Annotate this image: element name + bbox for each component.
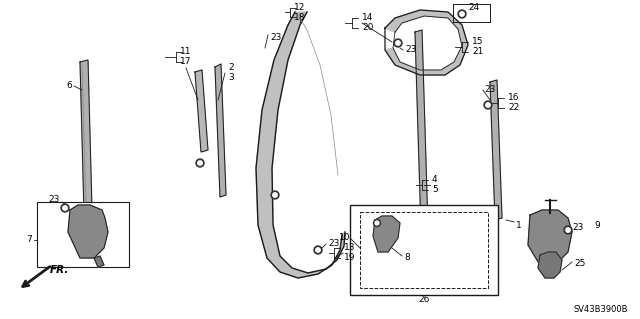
Bar (37, 202, 129, 267)
Polygon shape (195, 70, 208, 152)
Text: 15: 15 (472, 38, 483, 47)
Circle shape (198, 161, 202, 165)
Circle shape (564, 226, 572, 234)
Text: 6: 6 (67, 81, 72, 91)
Circle shape (196, 159, 204, 167)
Text: FR.: FR. (50, 265, 69, 275)
Text: 8: 8 (404, 254, 410, 263)
Polygon shape (385, 10, 468, 75)
Text: 23: 23 (48, 196, 60, 204)
Text: 20: 20 (362, 24, 373, 33)
Text: 23: 23 (572, 224, 584, 233)
Text: 2: 2 (228, 63, 234, 72)
Polygon shape (256, 12, 345, 278)
Circle shape (484, 101, 492, 109)
Polygon shape (373, 216, 400, 252)
Text: 3: 3 (228, 73, 234, 83)
Polygon shape (68, 205, 108, 258)
Text: 24: 24 (468, 4, 479, 12)
Circle shape (458, 10, 466, 18)
Text: SV43B3900B: SV43B3900B (573, 306, 628, 315)
Circle shape (61, 204, 69, 212)
Text: 7: 7 (26, 235, 32, 244)
Circle shape (375, 221, 379, 225)
Text: 22: 22 (508, 103, 519, 113)
Text: 10: 10 (339, 234, 350, 242)
Bar (350, 205, 498, 295)
Polygon shape (94, 256, 104, 267)
Circle shape (396, 41, 400, 45)
Circle shape (566, 228, 570, 232)
Text: 4: 4 (432, 175, 438, 184)
Bar (360, 212, 488, 288)
Circle shape (394, 39, 402, 47)
Circle shape (273, 193, 277, 197)
Text: 25: 25 (574, 259, 586, 269)
Text: 26: 26 (419, 295, 429, 305)
Text: 19: 19 (344, 254, 355, 263)
Circle shape (374, 219, 381, 226)
Polygon shape (528, 210, 572, 265)
Circle shape (63, 206, 67, 210)
Text: 13: 13 (344, 243, 355, 253)
Text: 18: 18 (294, 12, 306, 21)
Text: 23: 23 (484, 85, 495, 94)
Circle shape (460, 12, 464, 16)
Text: 23: 23 (405, 46, 417, 55)
Circle shape (316, 248, 320, 252)
Polygon shape (538, 252, 562, 278)
Text: 17: 17 (180, 57, 192, 66)
Polygon shape (490, 80, 502, 220)
Text: 5: 5 (432, 186, 438, 195)
Text: 14: 14 (362, 13, 373, 23)
Polygon shape (215, 64, 226, 197)
Text: 11: 11 (180, 48, 192, 56)
Circle shape (271, 191, 279, 199)
Text: 12: 12 (294, 4, 306, 12)
Text: 1: 1 (516, 220, 522, 229)
Text: 21: 21 (472, 48, 483, 56)
Polygon shape (415, 30, 428, 230)
Text: 16: 16 (508, 93, 520, 102)
Circle shape (314, 246, 322, 254)
Text: 9: 9 (594, 220, 600, 229)
Circle shape (486, 103, 490, 107)
Text: 23: 23 (328, 240, 339, 249)
Text: 23: 23 (270, 33, 282, 41)
Polygon shape (80, 60, 92, 212)
